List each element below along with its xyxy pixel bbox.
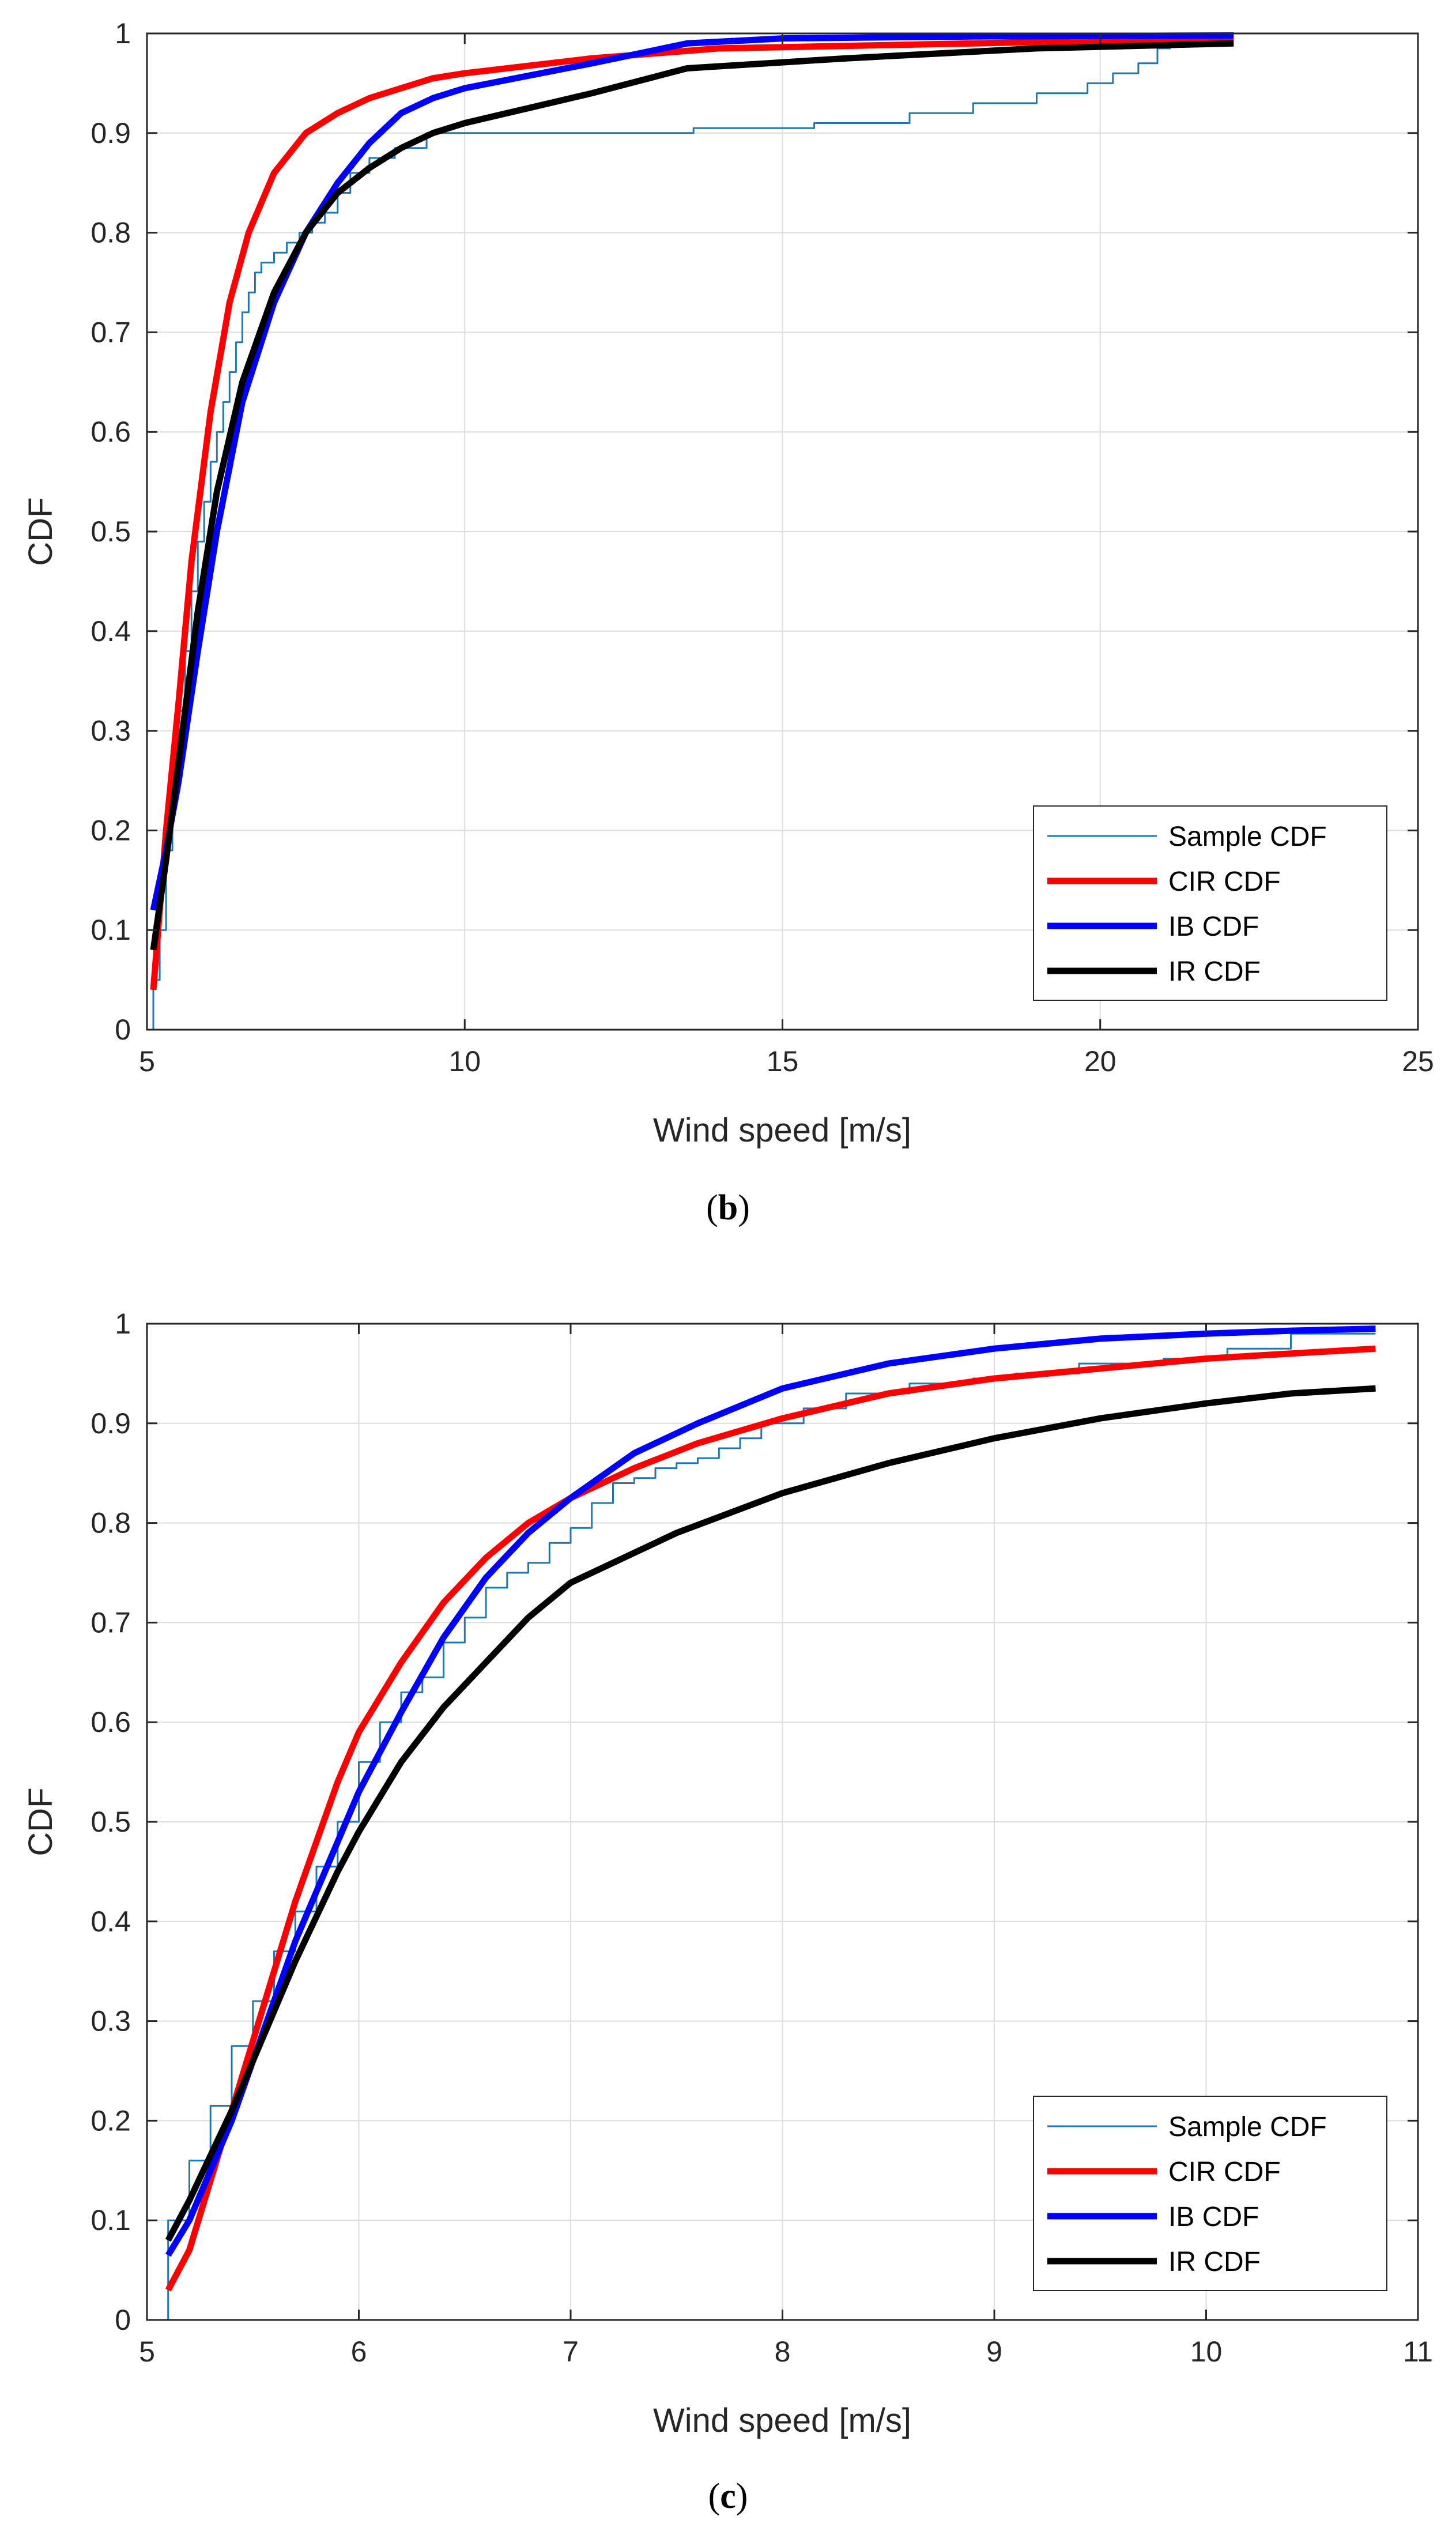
series-line-sample-cdf: [152, 32, 1234, 1030]
y-axis-label: CDF: [22, 497, 59, 566]
y-axis-label: CDF: [22, 1787, 59, 1856]
caption-letter: b: [718, 1188, 738, 1227]
y-tick-label: 0.9: [90, 1407, 131, 1440]
series-group: [150, 32, 1234, 1030]
y-tick-label: 0.1: [90, 914, 131, 946]
y-tick-label: 0.4: [90, 615, 131, 647]
series-line-cir-cdf: [150, 35, 1234, 990]
x-tick-label: 7: [563, 2336, 579, 2368]
x-tick-label: 9: [986, 2336, 1002, 2368]
y-tick-label: 0.2: [90, 814, 131, 846]
panel-caption: (c): [708, 2477, 748, 2516]
legend-label-ir: IR CDF: [1168, 956, 1261, 987]
legend-label-cir: CIR CDF: [1168, 2157, 1281, 2187]
y-tick-label: 0.3: [90, 2005, 131, 2037]
legend-label-cir: CIR CDF: [1168, 867, 1281, 897]
legend-label-ib: IB CDF: [1168, 2202, 1259, 2232]
y-tick-label: 0.5: [90, 515, 131, 548]
legend-label-ib: IB CDF: [1168, 911, 1259, 942]
x-tick-label: 10: [448, 1045, 481, 1078]
legend: Sample CDF CIR CDF IB CDF IR CDF: [1033, 805, 1387, 1001]
series-line-sample-cdf: [167, 1332, 1376, 2320]
y-tick-label: 0.2: [90, 2104, 131, 2137]
x-tick-label: 10: [1190, 2336, 1223, 2368]
series-line-ir-cdf: [150, 40, 1234, 951]
legend-label-ir: IR CDF: [1168, 2247, 1261, 2277]
series-line-cir-cdf: [165, 1345, 1376, 2292]
panel-caption: (b): [706, 1188, 750, 1227]
y-tick-label: 0: [115, 1014, 131, 1046]
x-tick-label: 5: [139, 1045, 155, 1078]
caption-close: ): [738, 1188, 750, 1227]
caption-open: (: [708, 2477, 721, 2516]
chart-panel-b: 5 10 15 20 25 0 0.1 0.2 0.3 0.4 0.5 0.6 0.7 0.8 0.9 1 W…: [22, 17, 1434, 1227]
gridlines: [147, 33, 1418, 1030]
series-group: [165, 1325, 1376, 2320]
tick-labels: 5 6 7 8 9 10 11 0 0.1 0.2 0.3 0.4 0.5 0.6 0.7 0.8 0.9 1: [90, 1308, 1432, 2368]
x-tick-label: 20: [1084, 1045, 1116, 1078]
x-tick-label: 5: [139, 2336, 155, 2368]
x-axis-label: Wind speed [m/s]: [653, 2402, 911, 2439]
chart-panel-c: 5 6 7 8 9 10 11 0 0.1 0.2 0.3 0.4 0.5 0.6 0.7 0.8 0.9 1 W…: [22, 1308, 1433, 2516]
legend: Sample CDF CIR CDF IB CDF IR CDF: [1033, 2096, 1387, 2291]
y-tick-label: 0.4: [90, 1905, 131, 1938]
x-tick-label: 6: [351, 2336, 367, 2368]
y-tick-label: 0.3: [90, 715, 131, 747]
y-tick-label: 0.9: [90, 117, 131, 149]
x-tick-label: 25: [1402, 1045, 1434, 1078]
y-tick-label: 1: [115, 17, 131, 50]
tick-labels: 5 10 15 20 25 0 0.1 0.2 0.3 0.4 0.5 0.6 0.7 0.8 0.9 1: [90, 17, 1434, 1078]
y-tick-label: 0.6: [90, 416, 131, 448]
series-line-ib-cdf: [150, 32, 1234, 911]
y-tick-label: 0.5: [90, 1806, 131, 1838]
legend-label-sample: Sample CDF: [1168, 822, 1327, 852]
caption-close: ): [736, 2477, 748, 2516]
legend-label-sample: Sample CDF: [1168, 2112, 1327, 2142]
y-tick-label: 0: [115, 2304, 131, 2336]
y-tick-label: 0.7: [90, 316, 131, 348]
y-tick-label: 0.1: [90, 2204, 131, 2236]
y-tick-label: 0.7: [90, 1606, 131, 1638]
y-tick-label: 0.6: [90, 1706, 131, 1738]
caption-letter: c: [720, 2477, 736, 2516]
caption-open: (: [706, 1188, 718, 1227]
y-tick-label: 0.8: [90, 1507, 131, 1539]
x-tick-label: 8: [775, 2336, 791, 2368]
y-tick-label: 1: [115, 1308, 131, 1340]
y-tick-label: 0.8: [90, 217, 131, 249]
x-tick-label: 11: [1403, 2336, 1433, 2368]
x-axis-label: Wind speed [m/s]: [653, 1112, 911, 1149]
series-line-ir-cdf: [165, 1385, 1376, 2242]
x-tick-label: 15: [767, 1045, 799, 1078]
